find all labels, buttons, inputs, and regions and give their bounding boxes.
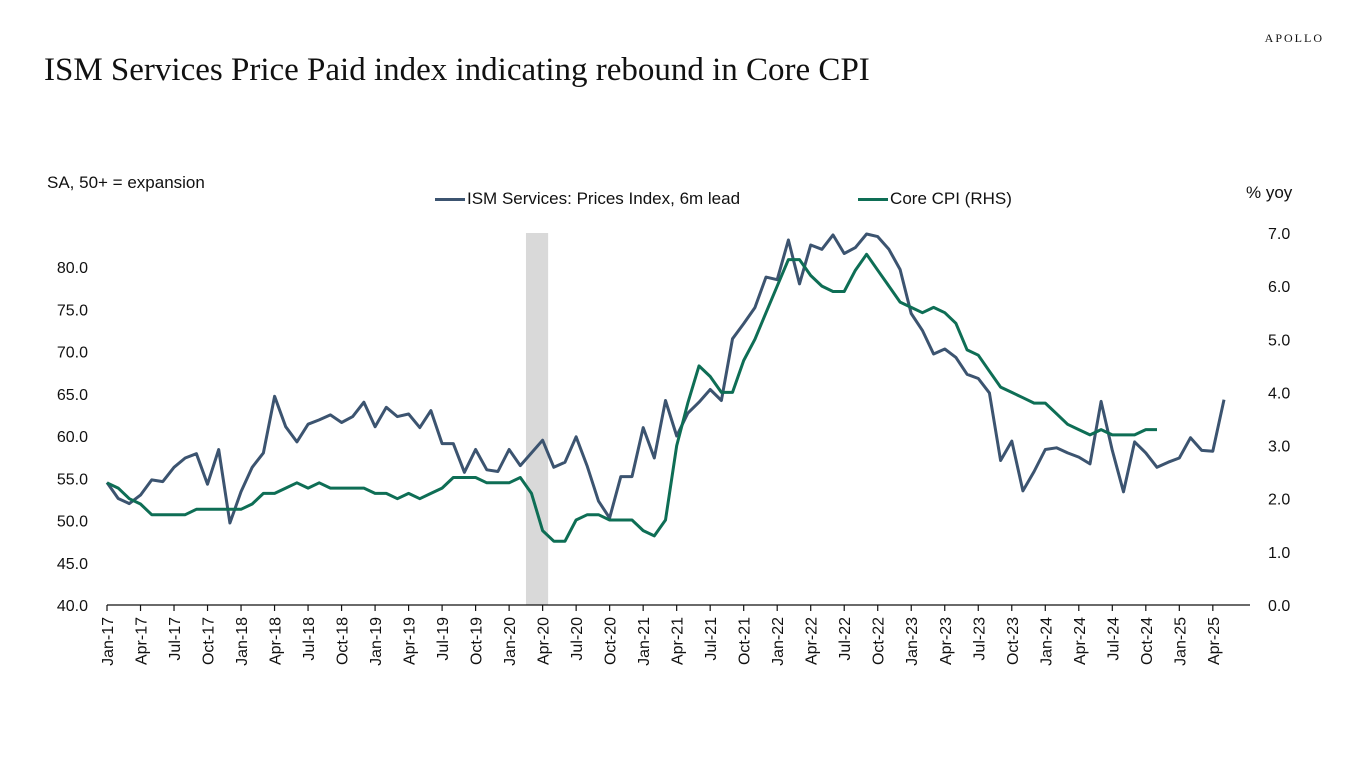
x-tick-label: Apr-24 <box>1072 617 1089 665</box>
x-tick-label: Oct-18 <box>335 617 352 665</box>
y-right-tick-label: 6.0 <box>1268 279 1290 296</box>
x-tick-label: Jul-22 <box>837 617 854 661</box>
x-tick-label: Oct-17 <box>201 617 218 665</box>
x-tick-label: Apr-20 <box>536 617 553 665</box>
y-left-tick-label: 65.0 <box>57 387 88 404</box>
x-tick-label: Apr-17 <box>134 617 151 665</box>
x-tick-label: Apr-19 <box>402 617 419 665</box>
right-axis-note: % yoy <box>1246 183 1293 202</box>
series-line-ism-services <box>105 232 1226 525</box>
legend-label-core-cpi: Core CPI (RHS) <box>890 189 1012 208</box>
x-tick-label: Jan-21 <box>636 617 653 666</box>
x-tick-label: Apr-18 <box>268 617 285 665</box>
x-tick-label: Jul-20 <box>569 617 586 661</box>
y-right-tick-label: 5.0 <box>1268 332 1290 349</box>
legend-swatch-ism <box>435 197 465 201</box>
brand-logo: APOLLO <box>1264 31 1324 45</box>
y-right-tick-label: 7.0 <box>1268 226 1290 243</box>
chart-legend: ISM Services: Prices Index, 6m lead Core… <box>435 189 1012 209</box>
y-left-tick-label: 40.0 <box>57 598 88 615</box>
y-right-tick-label: 2.0 <box>1268 492 1290 509</box>
x-tick-label: Jul-18 <box>301 617 318 661</box>
x-tick-label: Jan-17 <box>100 617 117 666</box>
chart-title: ISM Services Price Paid index indicating… <box>44 52 870 88</box>
y-left-tick-label: 80.0 <box>57 260 88 277</box>
x-tick-label: Oct-20 <box>603 617 620 665</box>
x-tick-label: Jul-21 <box>703 617 720 661</box>
x-tick-label: Jul-23 <box>971 617 988 661</box>
x-tick-label: Jul-17 <box>167 617 184 661</box>
x-tick-label: Jan-20 <box>502 617 519 666</box>
x-tick-label: Apr-22 <box>804 617 821 665</box>
x-tick-label: Oct-23 <box>1005 617 1022 665</box>
x-tick-label: Jul-24 <box>1105 617 1122 661</box>
legend-item-ism: ISM Services: Prices Index, 6m lead <box>435 189 740 209</box>
y-right-tick-label: 0.0 <box>1268 598 1290 615</box>
x-tick-label: Oct-24 <box>1139 617 1156 665</box>
y-right-tick-label: 3.0 <box>1268 439 1290 456</box>
x-tick-label: Jul-19 <box>435 617 452 661</box>
y-left-tick-label: 45.0 <box>57 556 88 573</box>
y-left-tick-label: 50.0 <box>57 514 88 531</box>
y-left-tick-label: 75.0 <box>57 302 88 319</box>
x-tick-label: Oct-22 <box>871 617 888 665</box>
y-left-tick-label: 55.0 <box>57 471 88 488</box>
left-axis-note: SA, 50+ = expansion <box>47 173 205 192</box>
series-line-core-cpi <box>106 252 1157 543</box>
x-tick-label: Jan-22 <box>770 617 787 666</box>
y-right-tick-label: 1.0 <box>1268 545 1290 562</box>
x-tick-label: Oct-21 <box>737 617 754 665</box>
legend-item-core-cpi: Core CPI (RHS) <box>858 189 1012 209</box>
legend-swatch-core-cpi <box>858 197 889 201</box>
y-right-tick-label: 4.0 <box>1268 385 1290 402</box>
x-tick-label: Jan-23 <box>904 617 921 666</box>
x-tick-label: Jan-24 <box>1038 617 1055 666</box>
x-tick-label: Apr-25 <box>1206 617 1223 665</box>
x-tick-label: Jan-25 <box>1172 617 1189 666</box>
x-tick-label: Jan-18 <box>234 617 251 666</box>
recession-shading <box>525 233 549 605</box>
y-left-tick-label: 60.0 <box>57 429 88 446</box>
x-tick-label: Apr-23 <box>938 617 955 665</box>
x-tick-label: Jan-19 <box>368 617 385 666</box>
x-tick-label: Oct-19 <box>469 617 486 665</box>
x-tick-label: Apr-21 <box>670 617 687 665</box>
legend-label-ism: ISM Services: Prices Index, 6m lead <box>467 189 741 208</box>
y-left-tick-label: 70.0 <box>57 345 88 362</box>
